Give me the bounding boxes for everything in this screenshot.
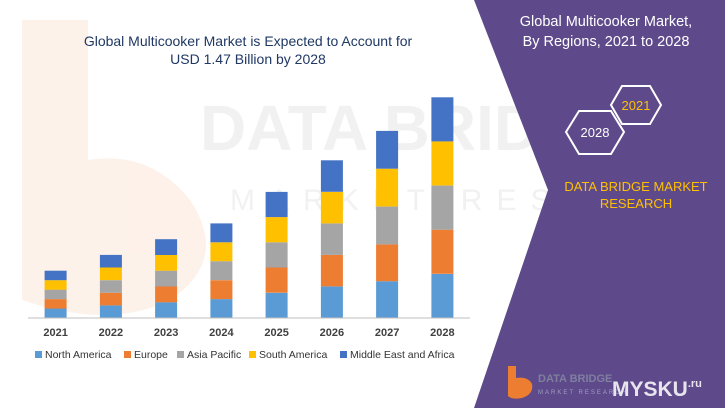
bar-segment-2023-north-america [155, 302, 178, 318]
x-tick-label: 2024 [209, 327, 234, 339]
legend-label: Asia Pacific [187, 349, 241, 361]
panel-brand-line-2: RESEARCH [600, 196, 672, 211]
bar-segment-2024-north-america [210, 299, 233, 318]
panel-title-line-1: Global Multicooker Market, [520, 14, 692, 30]
bar-segment-2022-middle-east-and-africa [99, 254, 122, 268]
chart-title-line-1: Global Multicooker Market is Expected to… [84, 33, 413, 49]
year-badge-start: 2021 [622, 98, 651, 113]
year-badge-end-hexagon [564, 110, 626, 155]
bar-segment-2024-middle-east-and-africa [210, 223, 233, 243]
chart-title-line-2: USD 1.47 Billion by 2028 [170, 51, 326, 67]
bar-segment-2028-middle-east-and-africa [431, 97, 454, 142]
bar-segment-2026-north-america [320, 286, 343, 318]
footer-logo-name: DATA BRIDGE [538, 373, 612, 385]
year-badge-start-hexagon [609, 85, 663, 125]
legend-label: South America [259, 349, 327, 361]
site-watermark: MYSKU.ru [612, 378, 702, 401]
bar-segment-2021-south-america [44, 280, 67, 290]
legend-label: Middle East and Africa [350, 349, 455, 361]
bar-segment-2027-europe [376, 244, 399, 282]
bar-segment-2023-middle-east-and-africa [155, 239, 178, 255]
footer-logo-mark [508, 366, 533, 399]
footer-logo: DATA BRIDGE MARKET RESEARCH [508, 366, 628, 399]
bar-segment-2021-europe [44, 299, 67, 309]
bar-segment-2025-north-america [265, 292, 288, 318]
x-tick-label: 2026 [320, 327, 344, 339]
x-tick-label: 2021 [43, 327, 67, 339]
bar-segment-2027-south-america [376, 168, 399, 207]
bar-segment-2024-europe [210, 280, 233, 300]
bar-segment-2025-south-america [265, 217, 288, 243]
bar-segment-2026-asia-pacific [320, 223, 343, 255]
site-watermark-name: MYSKU [612, 378, 688, 401]
bar-segment-2022-north-america [99, 305, 122, 318]
x-tick-label: 2022 [99, 327, 123, 339]
x-tick-label: 2025 [264, 327, 288, 339]
bar-segment-2026-europe [320, 254, 343, 287]
bar-segment-2028-europe [431, 229, 454, 274]
bar-segment-2025-europe [265, 267, 288, 293]
bar-segment-2027-asia-pacific [376, 206, 399, 245]
legend-swatch [249, 351, 256, 358]
panel-brand-line-1: DATA BRIDGE MARKET [564, 179, 707, 194]
bar-segment-2027-middle-east-and-africa [376, 130, 399, 169]
bar-segment-2022-europe [99, 292, 122, 306]
panel-title-line-2: By Regions, 2021 to 2028 [523, 34, 690, 50]
bar-segment-2026-middle-east-and-africa [320, 160, 343, 192]
legend-swatch [35, 351, 42, 358]
site-watermark-suffix: .ru [688, 378, 702, 390]
legend-label: North America [45, 349, 112, 361]
chart-legend: North America Europe Asia Pacific South Ame… [35, 349, 455, 361]
year-badge-end: 2028 [581, 125, 610, 140]
legend-label: Europe [134, 349, 168, 361]
bar-segment-2023-asia-pacific [155, 270, 178, 287]
chart-bars [44, 97, 454, 318]
side-panel [474, 0, 725, 408]
x-tick-label: 2027 [375, 327, 399, 339]
bar-segment-2025-middle-east-and-africa [265, 191, 288, 218]
legend-swatch [177, 351, 184, 358]
bar-segment-2024-asia-pacific [210, 261, 233, 281]
bar-segment-2028-south-america [431, 141, 454, 186]
bar-segment-2021-north-america [44, 308, 67, 318]
bar-segment-2022-south-america [99, 267, 122, 281]
x-tick-label: 2028 [430, 327, 454, 339]
bar-segment-2021-asia-pacific [44, 289, 67, 300]
bar-segment-2026-south-america [320, 191, 343, 224]
bar-segment-2023-south-america [155, 254, 178, 271]
bar-segment-2027-north-america [376, 281, 399, 318]
bar-segment-2021-middle-east-and-africa [44, 270, 67, 281]
x-axis-ticks: 2021 2022 2023 2024 2025 2026 2027 2028 [43, 327, 454, 339]
bar-segment-2024-south-america [210, 242, 233, 262]
bar-segment-2022-asia-pacific [99, 280, 122, 293]
bar-segment-2028-asia-pacific [431, 185, 454, 230]
bar-segment-2023-europe [155, 286, 178, 303]
footer-logo-tagline: MARKET RESEARCH [538, 390, 628, 396]
bar-segment-2025-asia-pacific [265, 242, 288, 268]
x-tick-label: 2023 [154, 327, 178, 339]
legend-swatch [124, 351, 131, 358]
bar-segment-2028-north-america [431, 273, 454, 318]
legend-swatch [340, 351, 347, 358]
